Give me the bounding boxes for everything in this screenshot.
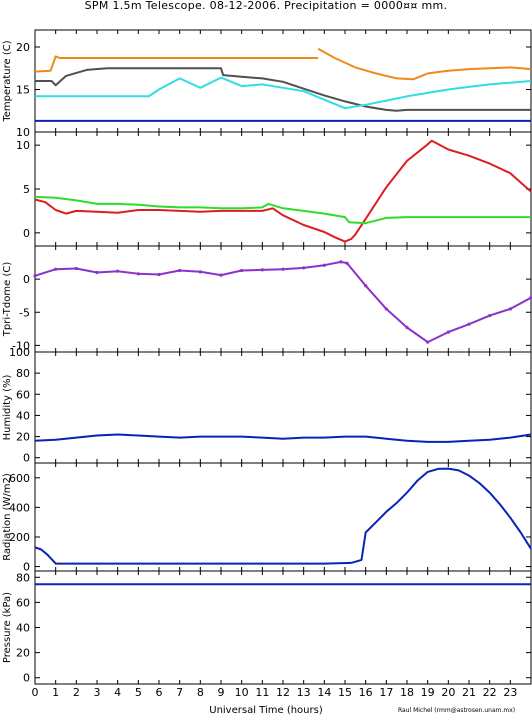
y-tick-label: 0 <box>23 273 30 286</box>
y-tick-label: 40 <box>16 409 30 422</box>
y-tick-label: 200 <box>9 531 30 544</box>
x-tick-label: 10 <box>235 686 249 699</box>
panel-frame <box>34 131 532 247</box>
x-tick-label: 18 <box>400 686 414 699</box>
panel-frame <box>34 462 532 572</box>
series-line-cyan <box>35 76 532 110</box>
y-tick-label: 10 <box>16 126 30 139</box>
x-tick-label: 11 <box>255 686 269 699</box>
y-tick-label: 0 <box>23 452 30 465</box>
y-tick-label: 10 <box>16 139 30 152</box>
series-line-red <box>34 139 532 243</box>
panel-frame <box>34 351 532 464</box>
x-tick-label: 12 <box>276 686 290 699</box>
y-tick-label: 40 <box>16 622 30 635</box>
y-axis-label: Pressure (kPa) <box>2 592 13 663</box>
x-tick-label: 2 <box>73 686 80 699</box>
x-tick-label: 14 <box>317 686 331 699</box>
y-tick-label: 60 <box>16 388 30 401</box>
y-tick-label: -5 <box>19 306 30 319</box>
x-tick-label: 19 <box>421 686 435 699</box>
series-line-purple <box>34 260 532 344</box>
x-tick-label: 5 <box>135 686 142 699</box>
panel-humidity: 0 20 40 60 80 100 Humidity (%) <box>2 346 532 465</box>
y-axis-label: Humidity (%) <box>2 374 13 440</box>
panel-frame <box>34 245 532 353</box>
series-line-blue <box>34 467 532 565</box>
x-tick-label: 7 <box>176 686 183 699</box>
y-tick-label: 60 <box>16 596 30 609</box>
y-axis-label: Tpri-Tdome (C) <box>2 262 13 338</box>
y-axis-label: Temperature (C) <box>2 40 13 122</box>
x-tick-label: 9 <box>218 686 225 699</box>
y-tick-label: -10 <box>12 339 30 352</box>
y-tick-label: 400 <box>9 501 30 514</box>
y-tick-label: 20 <box>16 431 30 444</box>
x-tick-label: 16 <box>359 686 373 699</box>
y-axis-label: Radiation (W/m2) <box>2 473 13 561</box>
y-tick-label: 0 <box>23 672 30 685</box>
x-tick-label: 17 <box>379 686 393 699</box>
y-tick-label: 0 <box>23 561 30 574</box>
chart-title: SPM 1.5m Telescope. 08-12-2006. Precipit… <box>84 0 448 12</box>
series-line-green <box>34 195 531 225</box>
y-tick-label: 0 <box>23 227 30 240</box>
x-tick-label: 8 <box>197 686 204 699</box>
x-tick-label: 22 <box>483 686 497 699</box>
y-tick-label: 20 <box>16 41 30 54</box>
series-line-dark_gray <box>35 67 531 112</box>
panel-tpri_tdome_temps: 0 5 10 <box>16 131 532 247</box>
series-line-orange-segment <box>317 47 532 81</box>
x-axis-label: Universal Time (hours) <box>209 705 323 716</box>
x-tick-label: 21 <box>462 686 476 699</box>
y-tick-label: 20 <box>16 647 30 660</box>
author-credit: Raul Michel (rmm@astrosen.unam.mx) <box>398 707 516 714</box>
y-tick-label: 5 <box>23 183 30 196</box>
series-line-orange <box>34 55 319 73</box>
x-tick-label: 1 <box>52 686 59 699</box>
x-tick-label: 3 <box>94 686 101 699</box>
x-tick-label: 4 <box>114 686 121 699</box>
x-tick-label: 23 <box>503 686 517 699</box>
x-tick-label: 6 <box>156 686 163 699</box>
x-tick-label: 13 <box>297 686 311 699</box>
y-tick-label: 15 <box>16 84 30 97</box>
y-tick-label: 80 <box>16 367 30 380</box>
panel-tpri_tdome: -10 -5 0 Tpri-Tdome (C) <box>2 245 532 353</box>
y-tick-label: 80 <box>16 571 30 584</box>
x-tick-label: 0 <box>32 686 39 699</box>
x-tick-label: 20 <box>441 686 455 699</box>
y-tick-label: 100 <box>9 346 30 359</box>
series-line-blue <box>34 433 532 443</box>
x-tick-label: 15 <box>338 686 352 699</box>
panel-frame <box>34 570 532 685</box>
y-tick-label: 600 <box>9 472 30 485</box>
